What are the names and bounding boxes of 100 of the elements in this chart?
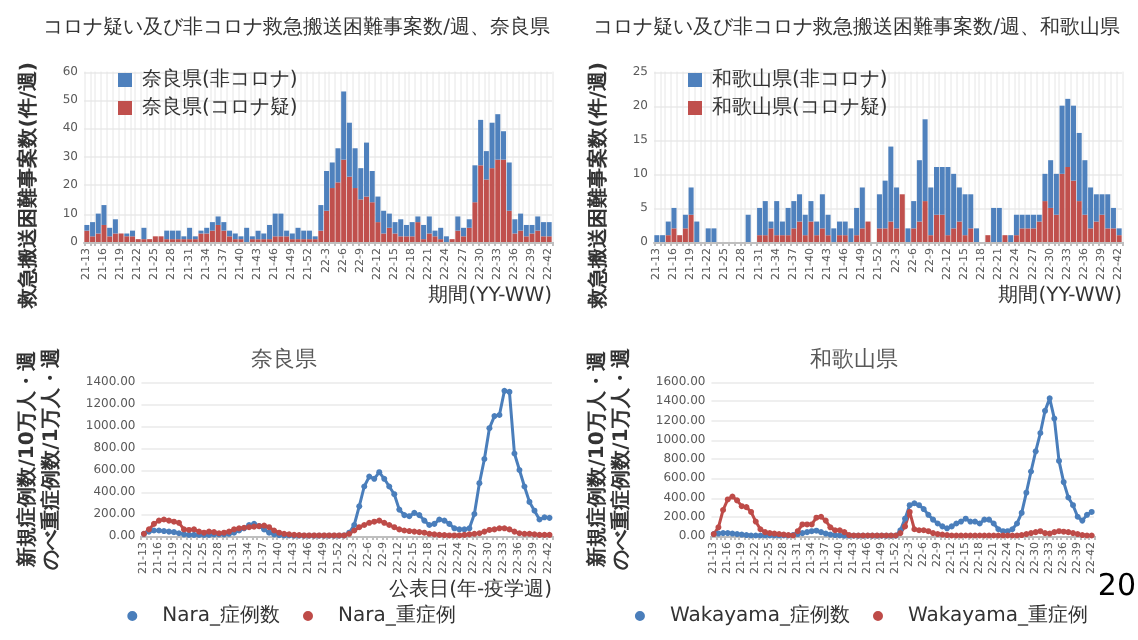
bar [386, 213, 392, 228]
bar [187, 227, 193, 240]
bar [694, 221, 700, 242]
bar [1048, 207, 1054, 242]
bar [261, 233, 267, 240]
bar [951, 173, 957, 229]
bar [1013, 214, 1019, 236]
bar [512, 219, 518, 234]
bar [774, 235, 780, 242]
bar [341, 159, 347, 242]
bar [1116, 228, 1122, 236]
bar [768, 228, 774, 242]
bar [774, 201, 780, 236]
bar [432, 236, 438, 242]
bar [415, 216, 421, 223]
bar [529, 233, 535, 242]
bar [535, 230, 541, 242]
bar [968, 194, 974, 229]
bar [489, 168, 495, 242]
bar [842, 235, 848, 242]
bar [112, 219, 118, 234]
bar [854, 235, 860, 242]
bar [124, 236, 130, 242]
bar [403, 236, 409, 242]
bar [518, 213, 524, 231]
bar [244, 227, 250, 242]
bar [876, 228, 882, 242]
bar [705, 228, 711, 242]
bar [1093, 194, 1099, 222]
bar [1065, 167, 1071, 242]
bar [911, 228, 917, 242]
bar [665, 235, 671, 242]
legend-label: 奈良県(非コロナ) [142, 67, 298, 91]
bar [278, 236, 284, 242]
bar [466, 219, 472, 228]
bar [797, 221, 803, 242]
bar [426, 216, 432, 234]
bar [865, 221, 871, 242]
bar [956, 221, 962, 242]
bar [677, 235, 683, 242]
bar [272, 236, 278, 242]
bar [1025, 228, 1031, 242]
bar [1031, 214, 1037, 229]
bar [398, 236, 404, 242]
bar [951, 228, 957, 242]
chart-title: 和歌山県 [810, 346, 898, 372]
bar [688, 187, 694, 215]
bar [84, 224, 90, 231]
bar [215, 224, 221, 242]
bar [888, 146, 894, 222]
bar [791, 201, 797, 229]
bar [118, 233, 124, 242]
bar [1059, 173, 1065, 242]
bar [859, 228, 865, 242]
bar [221, 230, 227, 242]
bar [546, 236, 552, 242]
bar [922, 201, 928, 242]
bar [859, 187, 865, 229]
bar [221, 222, 227, 231]
bar [1002, 235, 1008, 242]
bar [289, 233, 295, 240]
bar [1036, 214, 1042, 222]
legend-label: 奈良県(コロナ疑) [142, 95, 298, 119]
legend-label: Wakayama_症例数 [669, 603, 851, 627]
bar [985, 235, 991, 242]
bar [272, 213, 278, 237]
bar [472, 165, 478, 203]
bar [819, 228, 825, 242]
y-axis-title: 救急搬送困難事案数(件/週) [15, 62, 40, 310]
bar [1031, 228, 1037, 242]
bar [785, 207, 791, 236]
legend-label: 和歌山県(コロナ疑) [712, 95, 888, 119]
bar [306, 230, 312, 240]
bar [478, 165, 484, 242]
bar [654, 235, 660, 242]
y-axis-title: 新規症例数/10万人・週のべ重症例数/1万人・週 [15, 346, 63, 570]
bar [785, 235, 791, 242]
bar [409, 222, 415, 237]
y-axis-title: 救急搬送困難事案数(件/週) [585, 62, 610, 310]
chart-title: 奈良県 [251, 346, 317, 372]
bar [882, 228, 888, 242]
bar [329, 188, 335, 242]
bar [1025, 214, 1031, 229]
bar [152, 236, 158, 242]
bar [1008, 235, 1014, 242]
bar [1048, 160, 1054, 208]
legend-label: Nara_重症例 [338, 603, 456, 627]
bar [215, 216, 221, 225]
bar [905, 228, 911, 242]
bar [962, 194, 968, 236]
bar [523, 236, 529, 242]
bar [1019, 214, 1025, 229]
bar [278, 213, 284, 237]
bar [90, 222, 96, 237]
bar [1059, 105, 1065, 174]
bar [95, 213, 101, 234]
bar [757, 207, 763, 236]
x-axis-title: 公表日(年-疫学週) [389, 577, 553, 601]
bar [808, 221, 814, 242]
bar [1019, 228, 1025, 242]
